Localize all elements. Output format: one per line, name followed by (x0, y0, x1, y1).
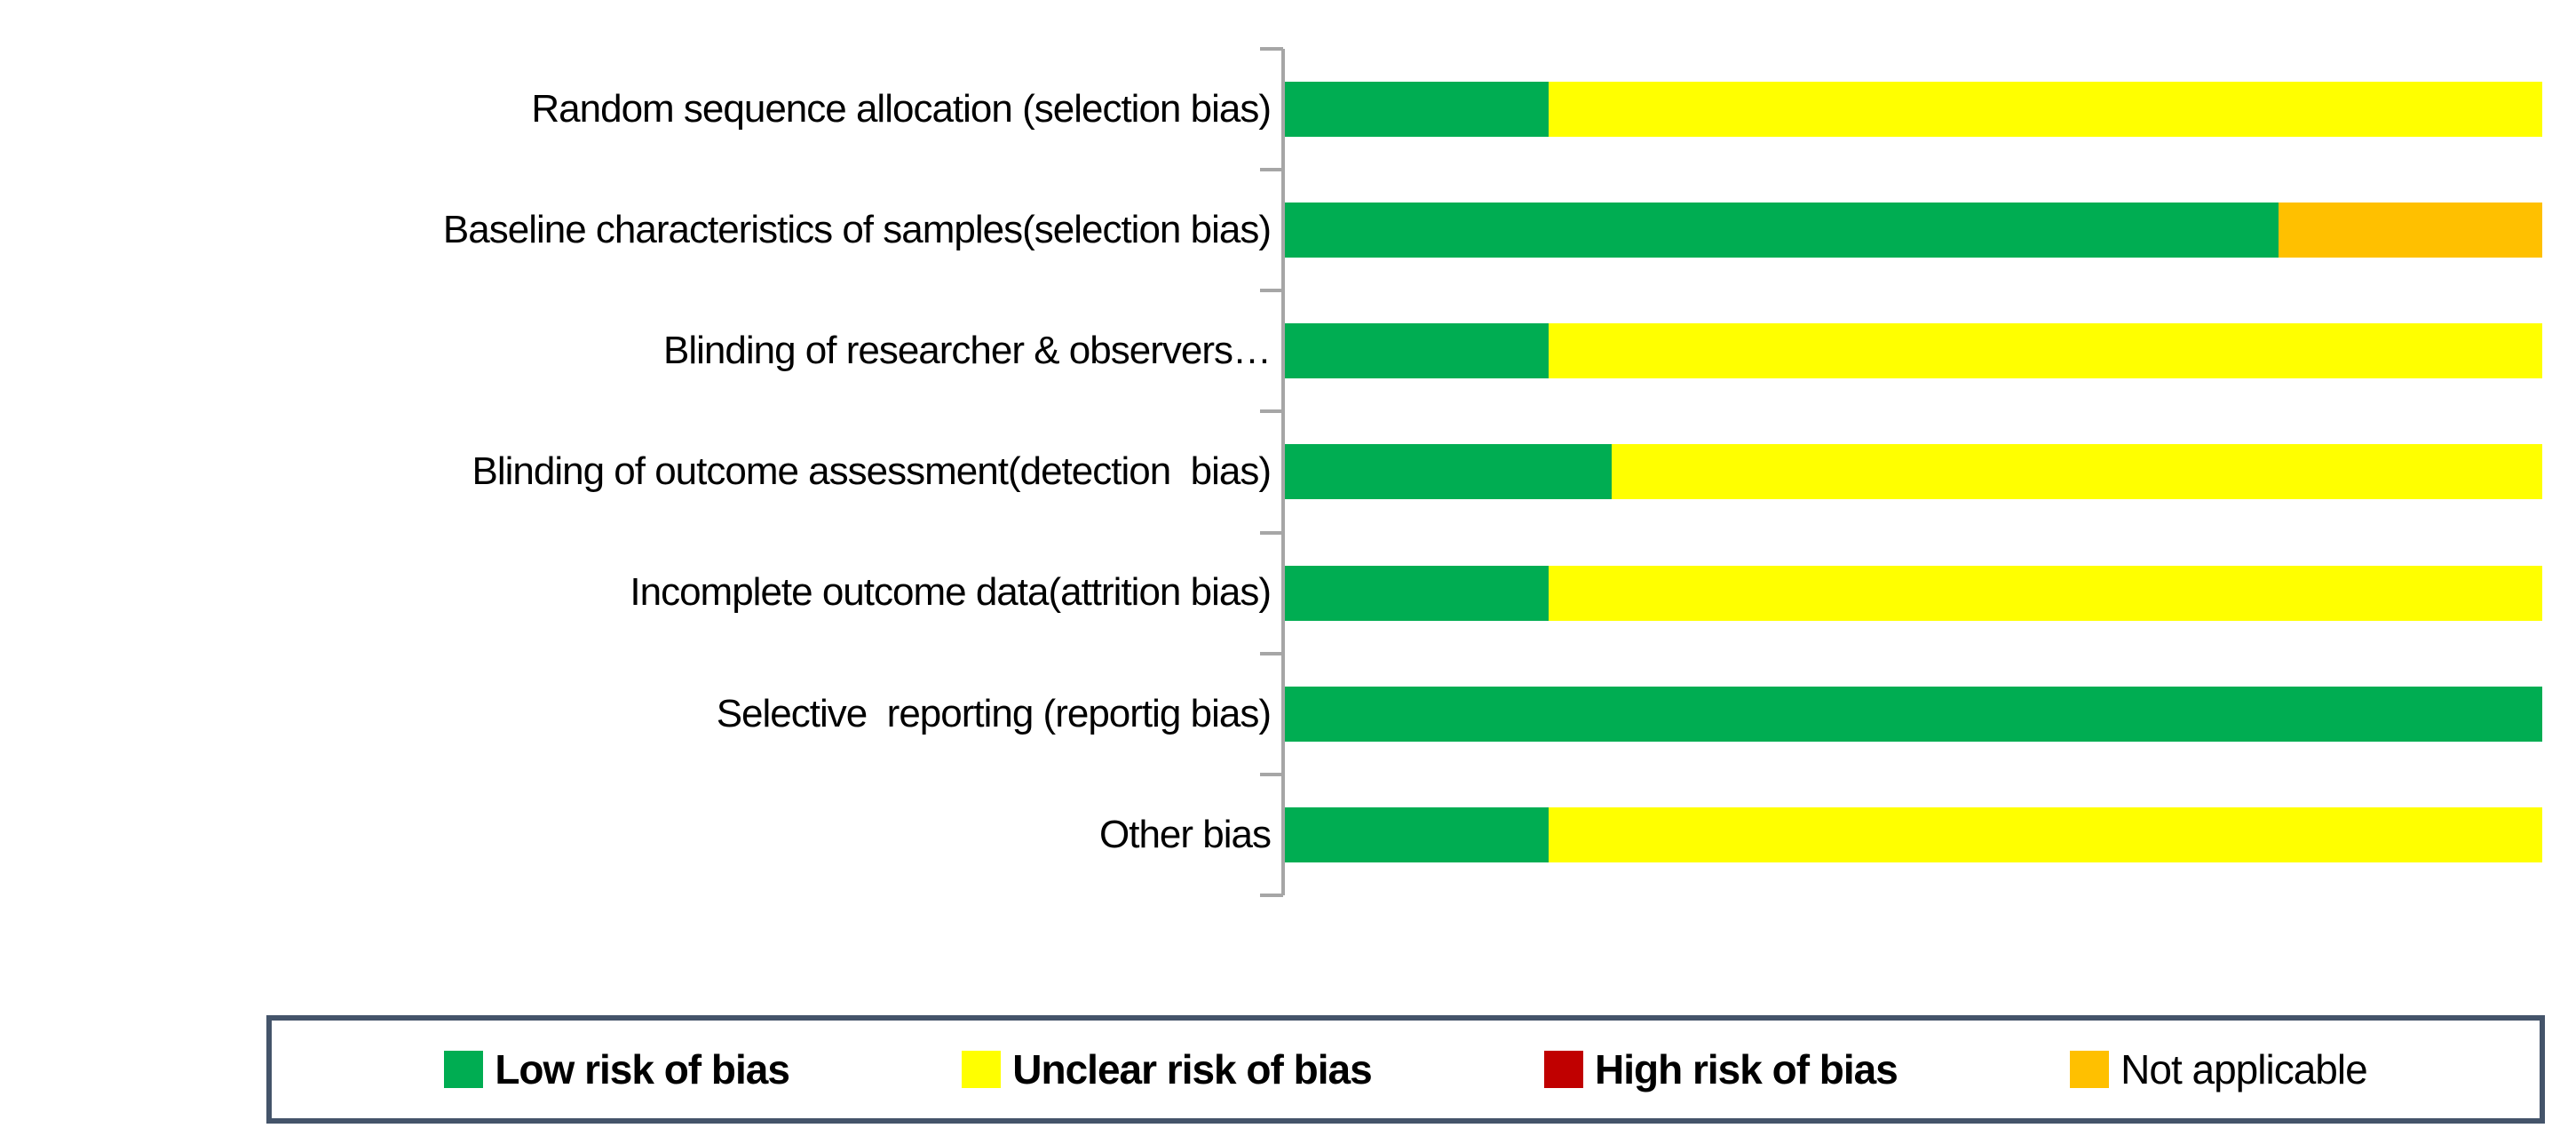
category-label: Blinding of outcome assessment(detection… (472, 449, 1272, 494)
bar-segment-low-risk-of-bias (1285, 565, 1550, 621)
category-label: Blinding of researcher & observers… (663, 329, 1272, 373)
stacked-bar (1285, 686, 2542, 742)
category-label: Incomplete outcome data(attrition bias) (630, 570, 1272, 615)
stacked-bar (1285, 806, 2542, 862)
legend-item-high-risk-of-bias: High risk of bias (1543, 1045, 1898, 1093)
legend-label: Not applicable (2120, 1046, 2368, 1092)
bar-segment-low-risk-of-bias (1285, 82, 1550, 138)
category-row: Selective reporting (reportig bias) (0, 654, 2542, 775)
category-label: Selective reporting (reportig bias) (716, 691, 1272, 735)
legend-item-low-risk-of-bias: Low risk of bias (444, 1045, 790, 1093)
category-row: Blinding of researcher & observers… (0, 290, 2542, 411)
legend-label: Low risk of bias (495, 1046, 790, 1092)
legend-item-not-applicable: Not applicable (2070, 1045, 2368, 1093)
legend-label: Unclear risk of bias (1012, 1046, 1372, 1092)
bar-segment-unclear-risk-of-bias (1549, 82, 2542, 138)
bar-segment-low-risk-of-bias (1285, 444, 1613, 500)
legend-swatch-unclear-risk-of-bias (962, 1051, 1002, 1088)
axis-tick (1260, 894, 1283, 897)
category-label: Random sequence allocation (selection bi… (531, 86, 1272, 131)
category-label: Baseline characteristics of samples(sele… (442, 208, 1272, 252)
axis-tick (1260, 530, 1283, 535)
axis-tick (1260, 651, 1283, 655)
bar-segment-low-risk-of-bias (1285, 806, 1550, 862)
bar-segment-not-applicable (2278, 203, 2542, 258)
category-label: Other bias (1099, 812, 1272, 856)
stacked-bar (1285, 203, 2542, 258)
stacked-bar (1285, 565, 2542, 621)
legend-item-unclear-risk-of-bias: Unclear risk of bias (962, 1045, 1373, 1093)
bar-segment-low-risk-of-bias (1285, 203, 2279, 258)
plot-area: Random sequence allocation (selection bi… (0, 49, 2542, 895)
category-row: Blinding of outcome assessment(detection… (0, 411, 2542, 532)
bar-segment-unclear-risk-of-bias (1549, 565, 2542, 621)
axis-tick (1260, 168, 1283, 172)
y-axis-line (1281, 49, 1285, 895)
bar-segment-unclear-risk-of-bias (1612, 444, 2542, 500)
bar-segment-unclear-risk-of-bias (1549, 323, 2542, 379)
category-row: Baseline characteristics of samples(sele… (0, 170, 2542, 290)
axis-tick (1260, 289, 1283, 293)
axis-tick (1260, 409, 1283, 414)
stacked-bar (1285, 323, 2542, 379)
axis-tick (1260, 47, 1283, 51)
legend-swatch-high-risk-of-bias (1543, 1051, 1583, 1088)
bar-segment-low-risk-of-bias (1285, 323, 1550, 379)
category-row: Incomplete outcome data(attrition bias) (0, 533, 2542, 654)
legend-label: High risk of bias (1594, 1046, 1898, 1092)
category-row: Random sequence allocation (selection bi… (0, 49, 2542, 170)
category-row: Other bias (0, 775, 2542, 895)
legend-box: Low risk of bias Unclear risk of bias High… (266, 1015, 2545, 1124)
axis-tick (1260, 772, 1283, 776)
bar-segment-unclear-risk-of-bias (1549, 806, 2542, 862)
legend-swatch-low-risk-of-bias (444, 1051, 484, 1088)
stacked-bar (1285, 82, 2542, 138)
legend-swatch-not-applicable (2070, 1051, 2110, 1088)
stacked-bar (1285, 444, 2542, 500)
bar-segment-low-risk-of-bias (1285, 686, 2542, 742)
